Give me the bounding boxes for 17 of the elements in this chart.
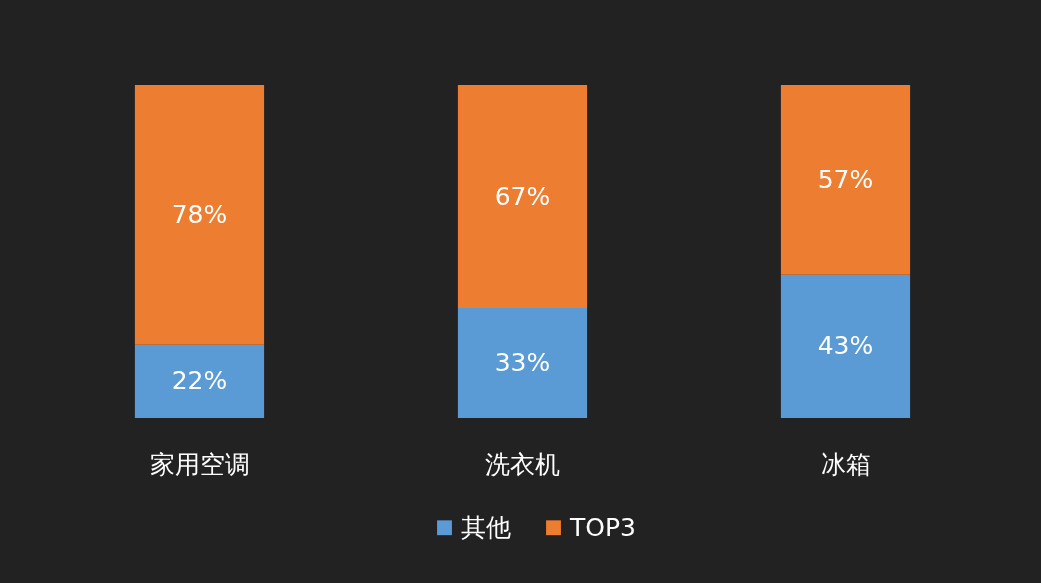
bar [134,85,265,345]
legend-label: TOP3 [569,512,636,542]
bar [134,344,265,418]
data-label: 43% [817,331,874,361]
data-label: 33% [494,348,551,378]
bar [457,308,588,418]
x-tick-label: 洗衣机 [485,449,560,479]
bar [780,274,911,418]
data-label: 78% [171,199,228,229]
bar [780,85,911,275]
x-tick-label: 冰箱 [820,449,871,479]
data-label: 67% [494,181,551,211]
legend-label: 其他 [461,512,511,542]
data-label: 22% [171,366,228,396]
data-label: 57% [817,164,874,194]
x-tick-label: 家用空调 [149,449,250,479]
bar [457,85,588,309]
